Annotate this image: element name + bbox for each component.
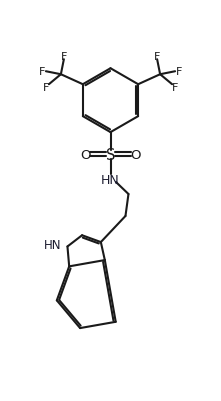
Text: O: O [130,148,141,161]
Text: HN: HN [101,173,120,186]
Text: F: F [61,52,67,62]
Text: F: F [43,83,49,93]
Text: F: F [154,52,160,62]
Text: F: F [172,83,178,93]
Text: F: F [175,67,182,77]
Text: HN: HN [44,238,61,251]
Text: S: S [106,147,115,162]
Text: O: O [80,148,91,161]
Text: F: F [39,67,46,77]
